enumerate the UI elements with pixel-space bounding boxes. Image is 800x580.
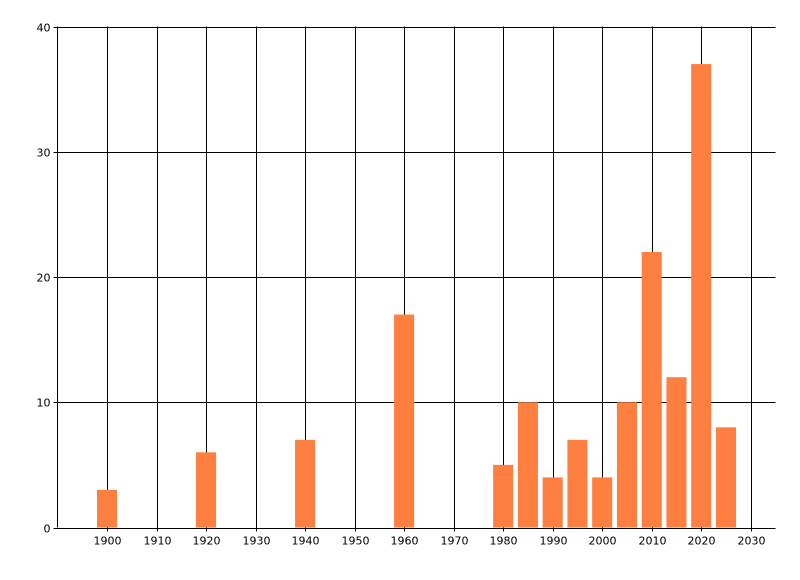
x-tick-label: 1910 [144,535,172,548]
bar-2015 [666,377,687,528]
bar-1920 [196,452,217,528]
x-tick-label: 1900 [94,535,122,548]
x-tick-label: 1940 [292,535,320,548]
axes: 1900 1910 1920 1930 1940 1950 1960 1970 1980 1990… [37,22,766,548]
bar-2005 [616,402,637,528]
bar-2010 [641,251,662,528]
bar-2025 [715,427,737,528]
bar-2020 [691,64,712,528]
y-tick-label: 30 [37,147,51,160]
y-tick-label: 10 [37,397,51,410]
x-tick-label: 2000 [589,535,617,548]
bar-1990 [542,477,563,528]
bar-1900 [96,489,118,528]
x-tick-label: 1960 [391,535,419,548]
x-tick-label: 1950 [342,535,370,548]
bar-1940 [295,439,316,528]
x-tick-label: 2010 [639,535,667,548]
y-tick-label: 0 [44,523,51,536]
y-tick-label: 20 [37,272,51,285]
bar-1960 [394,314,415,528]
x-tick-label: 1930 [243,535,271,548]
bar-1980 [493,464,514,528]
bar-1985 [517,402,538,528]
x-tick-label: 1970 [441,535,469,548]
x-tick-label: 2030 [738,535,766,548]
bar-2000 [592,477,613,528]
x-tick-label: 2020 [688,535,716,548]
bars [96,64,737,528]
bar-1995 [567,439,588,528]
x-tick-label: 1990 [540,535,568,548]
x-tick-label: 1920 [193,535,221,548]
x-tick-label: 1980 [490,535,518,548]
y-tick-label: 40 [37,22,51,35]
